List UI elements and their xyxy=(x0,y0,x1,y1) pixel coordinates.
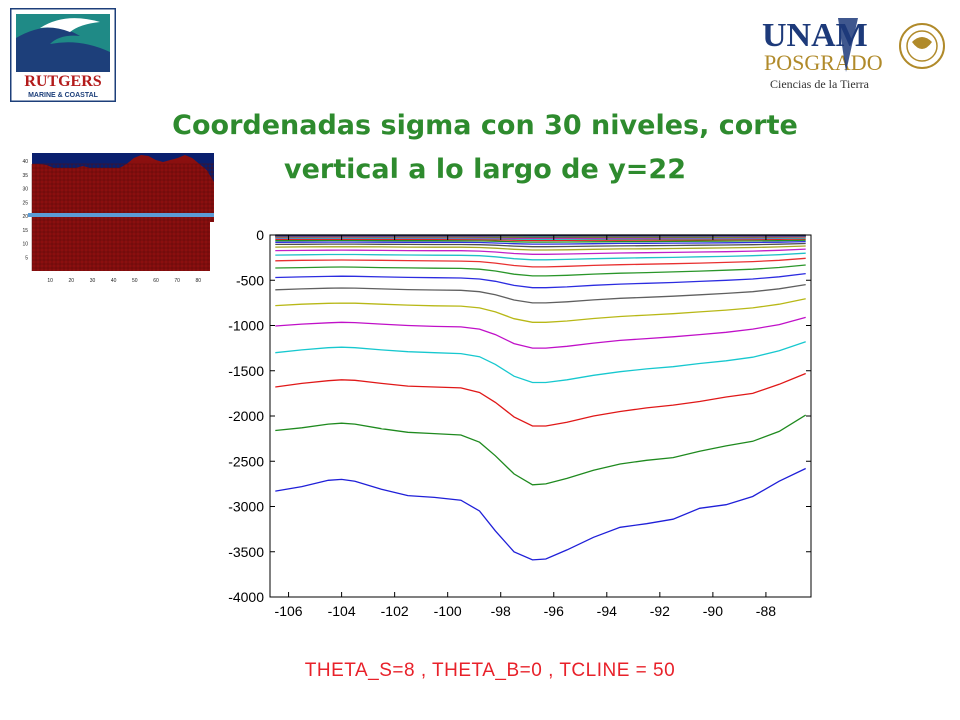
ciencias-logo-text: Ciencias de la Tierra xyxy=(770,77,870,91)
posgrado-logo-text: POSGRADO xyxy=(764,50,883,75)
y-axis: 0 -500 -1000 -1500 -2000 -2500 -3000 -3500 -4000 xyxy=(228,227,811,605)
x-tick-label: -94 xyxy=(597,603,617,618)
sigma-level-line-18 xyxy=(275,237,806,240)
inset-x-tick-label: 30 xyxy=(90,278,96,284)
inset-x-tick-label: 50 xyxy=(132,278,138,284)
title-line-1: Coordenadas sigma con 30 niveles, corte xyxy=(172,110,798,141)
y-tick-label: -4000 xyxy=(228,589,264,605)
sigma-level-line-5 xyxy=(275,316,806,349)
inset-x-tick-label: 70 xyxy=(174,278,180,284)
y-tick-label: -3000 xyxy=(228,499,264,515)
inset-y-tick-label: 15 xyxy=(22,228,28,234)
sigma-level-line-17 xyxy=(275,238,806,242)
inset-x-ticks: 10 20 30 40 50 60 70 80 xyxy=(47,278,201,284)
x-tick-label: -98 xyxy=(491,603,511,618)
x-tick-label: -104 xyxy=(328,603,356,618)
inset-x-tick-label: 20 xyxy=(69,278,75,284)
y-tick-label: -2000 xyxy=(228,408,264,424)
slide-title: Coordenadas sigma con 30 niveles, corte … xyxy=(120,104,850,192)
sigma-level-line-6 xyxy=(275,298,806,323)
sigma-level-line-12 xyxy=(275,248,806,255)
x-tick-label: -90 xyxy=(703,603,723,618)
inset-x-tick-label: 60 xyxy=(153,278,159,284)
x-axis: -106 -104 -102 -100 -98 -96 -94 -92 -90 -88 xyxy=(275,235,776,618)
sigma-level-line-2 xyxy=(275,414,807,486)
title-line-2: vertical a lo largo de y=22 xyxy=(284,154,686,185)
inset-y-tick-label: 10 xyxy=(22,242,28,248)
sigma-level-line-1 xyxy=(275,467,806,561)
x-tick-label: -88 xyxy=(756,603,776,618)
theta-parameters: THETA_S=8 , THETA_B=0 , TCLINE = 50 xyxy=(304,660,676,681)
sigma-level-line-15 xyxy=(275,240,806,245)
y-tick-label: -500 xyxy=(236,272,264,288)
inset-y-tick-label: 40 xyxy=(22,159,28,165)
x-tick-label: -96 xyxy=(544,603,564,618)
x-tick-label: -100 xyxy=(434,603,462,618)
y-tick-label: -3500 xyxy=(228,544,264,560)
sigma-levels-chart: 0 -500 -1000 -1500 -2000 -2500 -3000 -3500 -4000… xyxy=(210,222,820,618)
inset-y-tick-label: 5 xyxy=(25,255,28,261)
inset-y-tick-label: 20 xyxy=(22,214,28,220)
inset-y-tick-label: 35 xyxy=(22,173,28,179)
sigma-level-line-3 xyxy=(275,372,806,427)
inset-y-tick-label: 30 xyxy=(22,187,28,193)
x-tick-label: -92 xyxy=(650,603,670,618)
rutgers-logo: RUTGERS MARINE & COASTAL xyxy=(10,8,116,102)
sigma-level-line-11 xyxy=(275,252,806,261)
x-tick-label: -102 xyxy=(381,603,409,618)
unam-posgrado-logo: UNAM POSGRADO Ciencias de la Tierra xyxy=(762,17,945,91)
sigma-level-line-8 xyxy=(275,272,806,289)
rutgers-logo-subtext: MARINE & COASTAL xyxy=(28,92,99,99)
sigma-level-line-7 xyxy=(275,283,806,304)
inset-x-tick-label: 80 xyxy=(196,278,202,284)
inset-y-ticks: 5 10 15 20 25 30 35 40 xyxy=(22,159,28,261)
sigma-level-line-4 xyxy=(275,341,806,384)
y-tick-label: -1000 xyxy=(228,318,264,334)
y-tick-label: -1500 xyxy=(228,363,264,379)
inset-y-tick-label: 25 xyxy=(22,200,28,206)
inset-x-tick-label: 40 xyxy=(111,278,117,284)
inset-grid xyxy=(31,163,214,271)
y-tick-label: -2500 xyxy=(228,453,264,469)
sigma-level-line-16 xyxy=(275,239,806,243)
rutgers-logo-text: RUTGERS xyxy=(24,73,101,90)
sigma-level-line-13 xyxy=(275,245,806,251)
inset-map: 5 10 15 20 25 30 35 40 10 20 30 40 50 60 70 80 xyxy=(10,150,220,290)
sigma-level-line-14 xyxy=(275,242,806,248)
x-tick-label: -106 xyxy=(275,603,303,618)
sigma-level-line-9 xyxy=(275,264,806,277)
sigma-level-line-10 xyxy=(275,257,806,268)
inset-x-tick-label: 10 xyxy=(47,278,53,284)
y-tick-label: 0 xyxy=(256,227,264,243)
